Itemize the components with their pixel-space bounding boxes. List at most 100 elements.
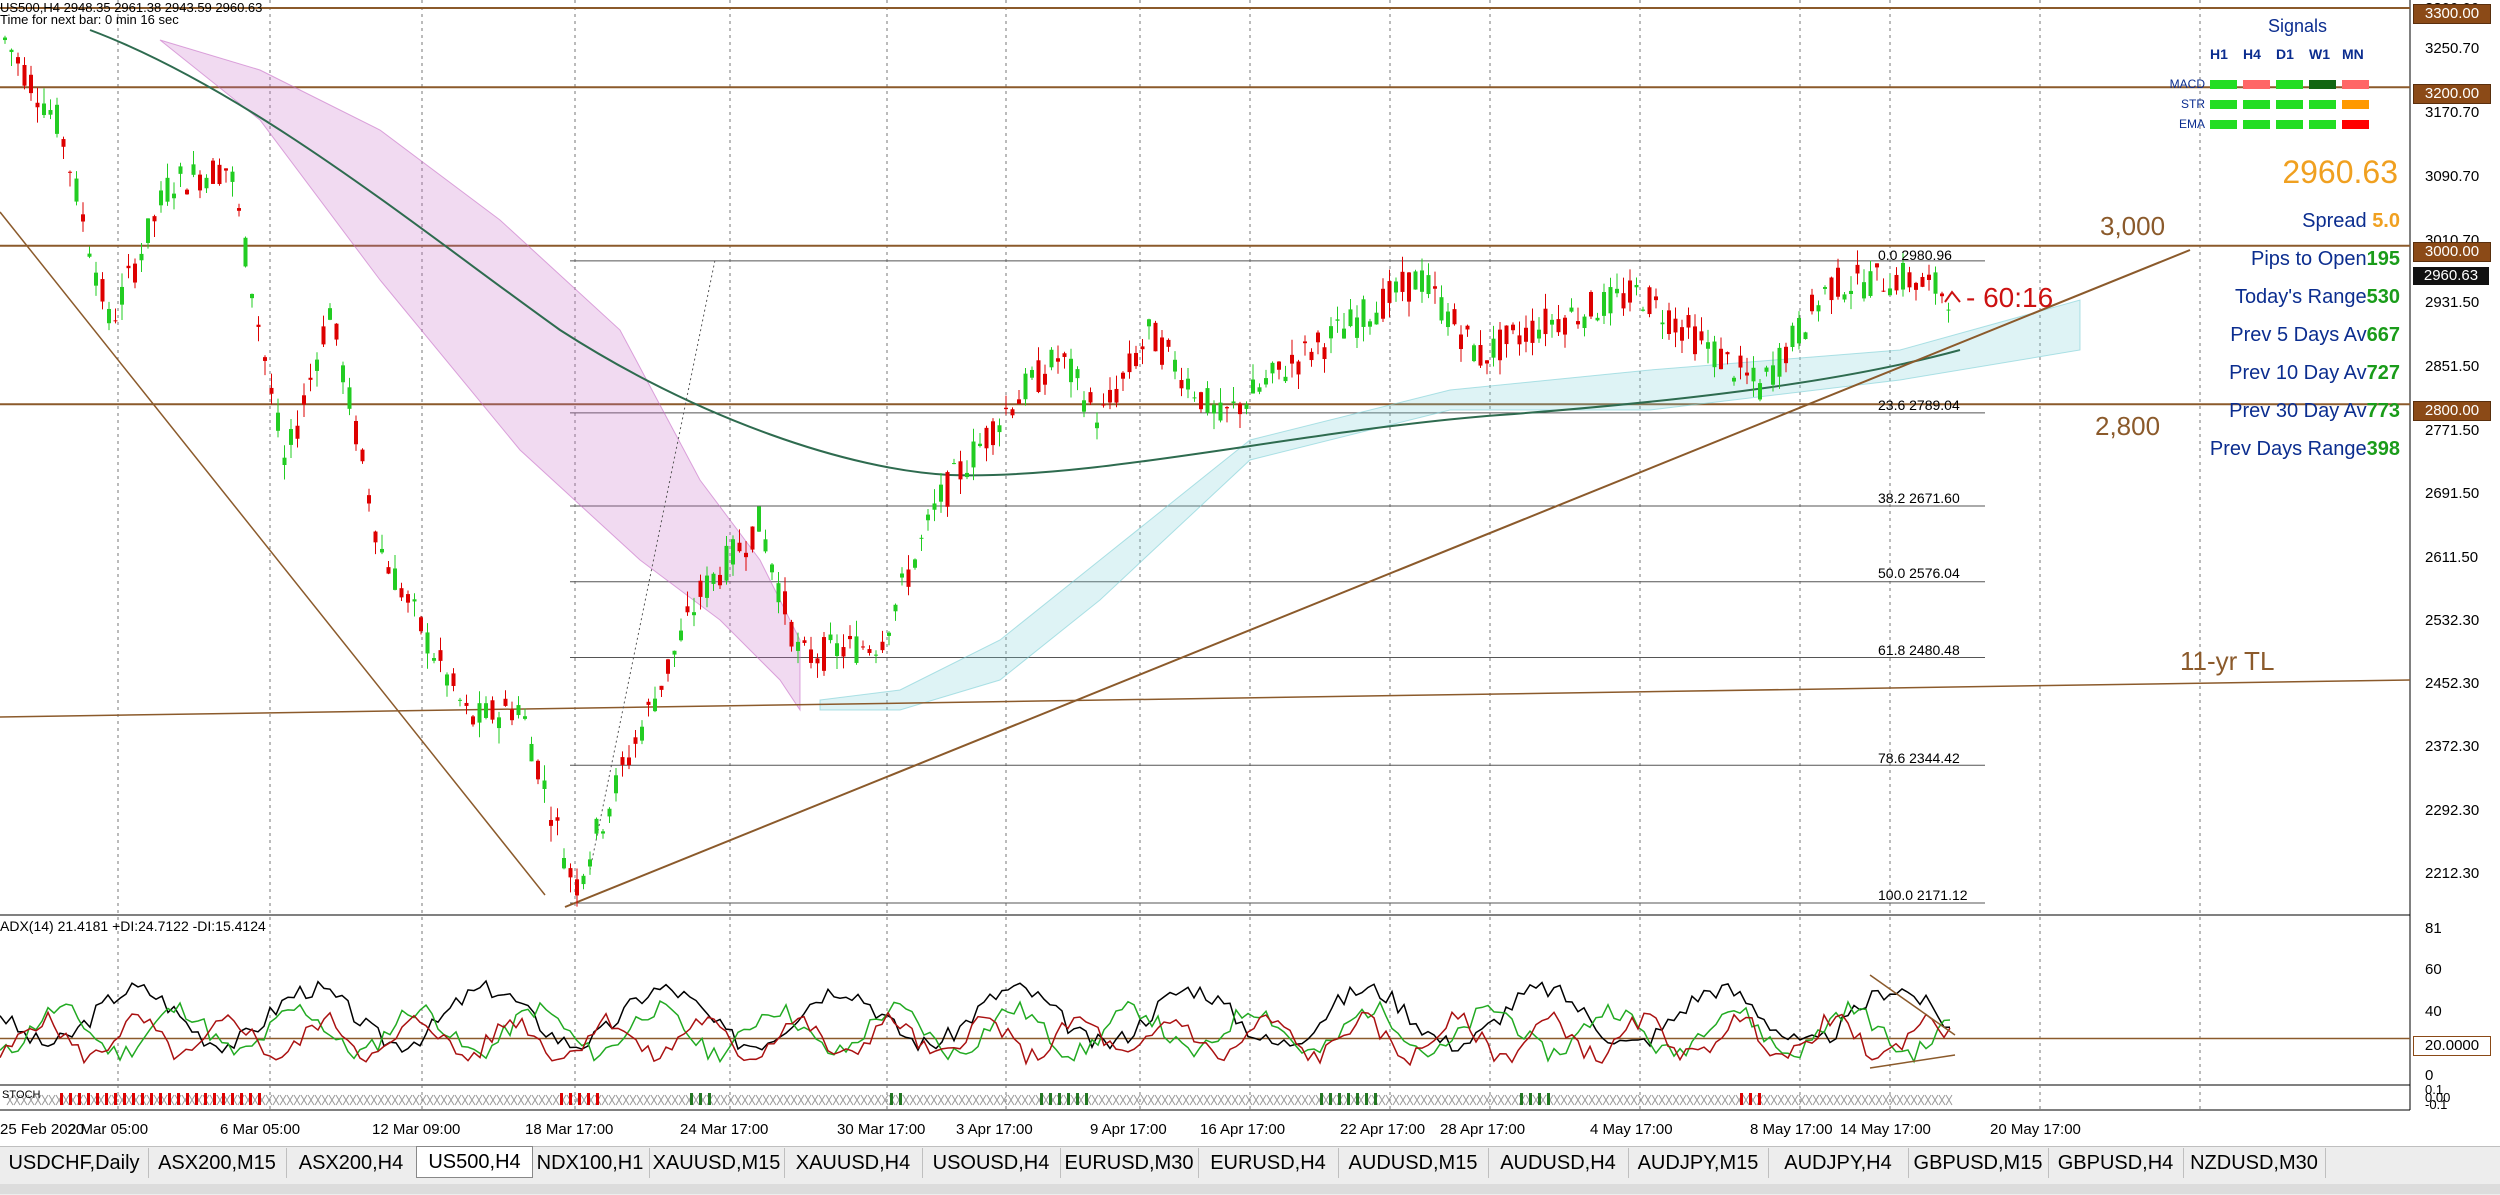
- chart-tab[interactable]: XAUUSD,M15: [649, 1148, 785, 1178]
- candle-body: [328, 308, 332, 320]
- signal-cell: [2276, 100, 2303, 109]
- candle-body: [1771, 365, 1775, 385]
- candle-body: [1628, 280, 1632, 303]
- chart-tab[interactable]: AUDUSD,M15: [1338, 1148, 1489, 1178]
- candle-body: [1907, 272, 1912, 288]
- candle-body: [308, 377, 313, 380]
- candle-body: [1946, 309, 1951, 311]
- signal-cell: [2210, 80, 2237, 89]
- chart-tab[interactable]: ASX200,H4: [286, 1148, 417, 1178]
- chart-tab[interactable]: EURUSD,H4: [1198, 1148, 1339, 1178]
- signal-marker: [6, 1094, 14, 1106]
- candle-body: [445, 674, 449, 686]
- fib-label: 50.0 2576.04: [1878, 565, 1960, 581]
- candle-body: [1569, 307, 1574, 312]
- range-stat-value: 727: [2366, 362, 2400, 384]
- candle-body: [1712, 341, 1717, 368]
- signals-column-header: H4: [2243, 46, 2261, 62]
- signal-marker: [881, 1094, 889, 1106]
- candle-body: [1498, 329, 1502, 361]
- range-stat: Prev 10 Day Av727: [2229, 362, 2400, 385]
- signal-bar: [213, 1093, 216, 1105]
- signal-marker: [1714, 1094, 1722, 1106]
- signal-marker: [608, 1094, 616, 1106]
- candle-body: [484, 703, 488, 718]
- chart-tab[interactable]: US500,H4: [416, 1146, 533, 1178]
- signal-marker: [475, 1094, 483, 1106]
- chart-tab[interactable]: GBPUSD,H4: [2048, 1148, 2184, 1178]
- candle-body: [510, 709, 514, 721]
- signal-bar: [204, 1093, 207, 1105]
- candle-body: [1231, 401, 1236, 403]
- signal-cell: [2210, 100, 2237, 109]
- chart-tab[interactable]: AUDUSD,H4: [1488, 1148, 1629, 1178]
- candle-body: [666, 659, 670, 674]
- signal-marker: [1161, 1094, 1169, 1106]
- chart-tab[interactable]: AUDJPY,M15: [1628, 1148, 1769, 1178]
- chart-tab[interactable]: USOUSD,H4: [922, 1148, 1061, 1178]
- signal-bar: [1338, 1093, 1341, 1105]
- signal-marker: [489, 1094, 497, 1106]
- signal-bar: [186, 1093, 189, 1105]
- candle-body: [536, 760, 540, 780]
- signal-bar: [159, 1093, 162, 1105]
- candle-body: [1764, 367, 1769, 372]
- candle-body: [1199, 392, 1203, 410]
- up-trendline: [564, 249, 2191, 908]
- signal-marker: [1686, 1094, 1694, 1106]
- signal-marker: [846, 1094, 854, 1106]
- chart-tab[interactable]: GBPUSD,M15: [1908, 1148, 2049, 1178]
- candle-body: [731, 539, 735, 565]
- signal-marker: [1665, 1094, 1673, 1106]
- signal-marker: [328, 1094, 336, 1106]
- signal-marker: [1595, 1094, 1603, 1106]
- horizontal-scrollbar[interactable]: [0, 1184, 2500, 1194]
- candle-body: [172, 193, 176, 199]
- candle-body: [555, 817, 560, 821]
- signal-marker: [629, 1094, 637, 1106]
- chart-tab[interactable]: AUDJPY,H4: [1768, 1148, 1909, 1178]
- signal-marker: [1273, 1094, 1281, 1106]
- signal-marker: [748, 1094, 756, 1106]
- chart-tab[interactable]: USDCHF,Daily: [0, 1148, 149, 1178]
- candle-body: [776, 583, 781, 603]
- signal-marker: [1469, 1094, 1477, 1106]
- signal-cell: [2243, 120, 2270, 129]
- signal-marker: [342, 1094, 350, 1106]
- chart-tab[interactable]: XAUUSD,H4: [784, 1148, 923, 1178]
- time-axis-label: 24 Mar 17:00: [680, 1121, 769, 1138]
- time-axis-label: 9 Apr 17:00: [1090, 1121, 1167, 1138]
- candle-body: [1868, 271, 1873, 296]
- signal-marker: [48, 1094, 56, 1106]
- chart-tab[interactable]: NZDUSD,M30: [2183, 1148, 2326, 1178]
- signal-marker: [1616, 1094, 1624, 1106]
- level-badge-2800: 2800.00: [2413, 401, 2491, 421]
- candle-body: [1277, 361, 1281, 370]
- signal-marker: [1147, 1094, 1155, 1106]
- signal-marker: [1238, 1094, 1246, 1106]
- candle-body: [1862, 282, 1866, 299]
- indicator-axis-label: 81: [2425, 920, 2442, 937]
- signal-marker: [1847, 1094, 1855, 1106]
- down-trendline: [0, 211, 546, 896]
- price-chart[interactable]: [0, 0, 2500, 1146]
- candle-body: [1816, 305, 1821, 312]
- chart-tab[interactable]: NDX100,H1: [531, 1148, 650, 1178]
- candle-body: [1894, 274, 1899, 291]
- stoch-label: ЅΤОСН: [2, 1089, 41, 1101]
- time-axis-label: 22 Apr 17:00: [1340, 1121, 1426, 1138]
- signal-marker: [1014, 1094, 1022, 1106]
- signal-marker: [1896, 1094, 1904, 1106]
- candle-body: [1595, 317, 1600, 321]
- signal-marker: [1728, 1094, 1736, 1106]
- signal-marker: [734, 1094, 742, 1106]
- candle-body: [373, 531, 378, 543]
- candle-body: [854, 636, 859, 663]
- chart-tab[interactable]: EURUSD,M30: [1060, 1148, 1199, 1178]
- chart-tab[interactable]: ASX200,M15: [148, 1148, 287, 1178]
- spread-value: 5.0: [2372, 210, 2400, 232]
- price-axis-label: 3170.70: [2425, 104, 2480, 121]
- signal-marker: [34, 1094, 42, 1106]
- signal-marker: [356, 1094, 364, 1106]
- candle-body: [698, 580, 703, 597]
